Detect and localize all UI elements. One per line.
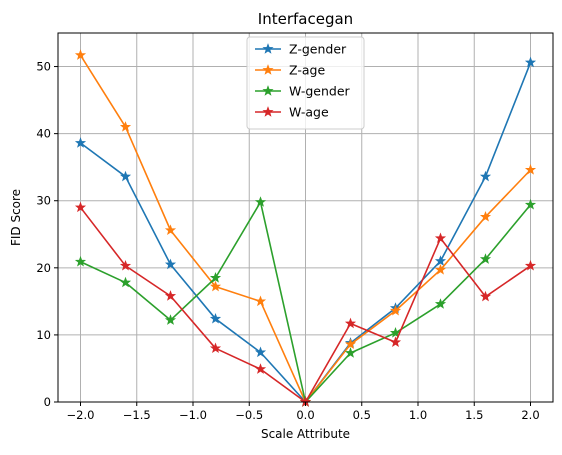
data-point-w-age	[74, 201, 87, 213]
data-point-z-age	[524, 164, 537, 175]
legend-marker	[262, 64, 274, 75]
legend: Z-gender Z-age W-gender W-age	[246, 36, 365, 130]
data-point-w-age	[164, 290, 177, 301]
x-tick-label: −1.0	[179, 408, 207, 422]
legend-entry-w-age: W-age	[255, 105, 329, 120]
data-point-w-gender	[254, 196, 267, 207]
data-point-z-gender	[254, 346, 267, 358]
data-point-w-age	[389, 336, 402, 348]
y-tick-label: 0	[44, 395, 51, 409]
x-axis-label: Scale Attribute	[261, 427, 350, 441]
data-point-w-gender	[479, 253, 492, 264]
data-point-z-gender	[74, 137, 87, 148]
legend-marker	[262, 106, 274, 117]
data-point-w-age	[254, 363, 267, 374]
x-tick-label: 1.0	[409, 408, 427, 422]
y-tick-label: 40	[36, 127, 51, 141]
y-tick-label: 30	[36, 194, 51, 208]
data-point-z-gender	[524, 56, 537, 68]
data-point-w-gender	[209, 272, 222, 283]
data-point-w-gender	[119, 276, 132, 288]
data-point-w-age	[434, 232, 447, 244]
legend-entry-w-gender: W-gender	[255, 84, 351, 99]
x-axis: −2.0 −1.5 −1.0 −0.5 0.0 0.5 1.0 1.5 2.0	[67, 402, 540, 422]
chart-title: Interfacegan	[258, 10, 353, 28]
legend-label: Z-age	[289, 63, 325, 78]
legend-marker	[262, 43, 274, 54]
data-point-z-gender	[164, 258, 177, 270]
data-point-z-age	[74, 49, 87, 60]
data-point-z-age	[119, 121, 132, 132]
x-tick-label: 1.5	[465, 408, 483, 422]
data-point-z-gender	[119, 170, 132, 182]
data-point-z-age	[164, 224, 177, 235]
x-tick-label: −1.5	[123, 408, 151, 422]
data-point-w-gender	[164, 314, 177, 325]
data-point-w-age	[344, 317, 357, 329]
y-axis-label: FID Score	[9, 189, 23, 246]
data-point-z-age	[254, 295, 267, 307]
legend-box	[246, 36, 365, 130]
data-point-z-gender	[434, 255, 447, 266]
data-point-z-age	[434, 263, 447, 275]
data-point-z-age	[209, 280, 222, 292]
legend-entry-z-age: Z-age	[255, 63, 325, 78]
data-point-w-gender	[389, 327, 402, 338]
data-point-z-age	[479, 210, 492, 222]
legend-label: W-gender	[289, 84, 351, 99]
data-point-w-gender	[344, 347, 357, 358]
x-tick-label: 2.0	[521, 408, 539, 422]
data-point-z-gender	[479, 170, 492, 182]
x-tick-label: −0.5	[235, 408, 263, 422]
data-point-z-age	[344, 338, 357, 350]
data-point-z-age	[389, 304, 402, 316]
legend-label: W-age	[289, 105, 329, 120]
y-tick-label: 50	[36, 60, 51, 74]
data-point-w-gender	[524, 198, 537, 210]
data-point-w-age	[479, 290, 492, 302]
x-tick-label: −2.0	[67, 408, 95, 422]
data-point-w-age	[524, 259, 537, 271]
x-tick-label: 0.5	[353, 408, 371, 422]
legend-marker	[262, 85, 274, 96]
data-point-z-gender	[209, 312, 222, 324]
data-point-w-age	[119, 259, 132, 271]
legend-entry-z-gender: Z-gender	[255, 42, 347, 57]
legend-label: Z-gender	[289, 42, 347, 57]
data-point-w-gender	[434, 298, 447, 309]
data-point-w-age	[209, 342, 222, 354]
y-tick-label: 10	[36, 328, 51, 342]
y-tick-label: 20	[36, 261, 51, 275]
y-axis: 0 10 20 30 40 50	[36, 60, 58, 409]
x-tick-label: 0.0	[296, 408, 314, 422]
data-point-w-gender	[74, 255, 87, 267]
